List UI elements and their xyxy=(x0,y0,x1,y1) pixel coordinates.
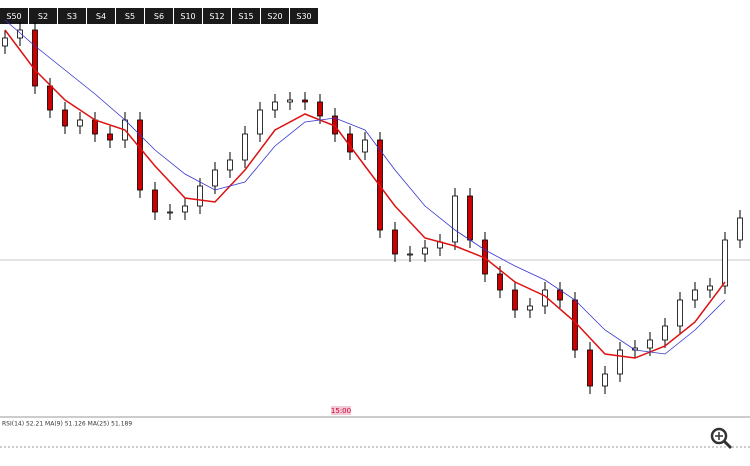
candle-body xyxy=(182,205,188,213)
candle-body xyxy=(32,29,38,87)
button-label: S5 xyxy=(125,12,135,21)
button-bg xyxy=(174,8,202,24)
candle-body xyxy=(452,195,458,243)
candle-body xyxy=(392,229,398,255)
button-label: S50 xyxy=(6,12,21,21)
button-label: S4 xyxy=(96,12,106,21)
candle-body xyxy=(107,133,113,141)
candle-body xyxy=(227,159,233,171)
button-bg xyxy=(87,8,115,24)
button-bg xyxy=(29,8,57,24)
candle-body xyxy=(137,119,143,191)
button-label: S15 xyxy=(238,12,253,21)
candle-body xyxy=(617,349,623,375)
button-label: S10 xyxy=(180,12,195,21)
toolbar-button[interactable]: S50 xyxy=(0,8,28,24)
button-bg xyxy=(290,8,318,24)
candle-body xyxy=(497,273,503,291)
candle-body xyxy=(602,373,608,387)
candle-body xyxy=(287,99,293,103)
candle-body xyxy=(572,299,578,351)
button-label: S2 xyxy=(38,12,48,21)
candle-body xyxy=(302,99,308,103)
candle-body xyxy=(272,101,278,111)
toolbar-button[interactable]: S15 xyxy=(232,8,260,24)
button-label: S3 xyxy=(67,12,77,21)
candle-body xyxy=(527,305,533,311)
button-label: S20 xyxy=(267,12,282,21)
moving-average xyxy=(4,19,726,355)
toolbar-button[interactable]: S20 xyxy=(261,8,289,24)
button-bg xyxy=(232,8,260,24)
candle-body xyxy=(512,289,518,311)
candle-body xyxy=(2,37,8,47)
candle-body xyxy=(737,217,743,241)
candle-body xyxy=(257,109,263,135)
candle-body xyxy=(692,289,698,301)
button-label: S30 xyxy=(296,12,311,21)
candle-body xyxy=(662,325,668,341)
candle-body xyxy=(167,211,173,214)
button-bg xyxy=(145,8,173,24)
button-bg xyxy=(116,8,144,24)
toolbar-button[interactable]: S2 xyxy=(29,8,57,24)
toolbar-button[interactable]: S12 xyxy=(203,8,231,24)
candle-body xyxy=(152,189,158,213)
candle-body xyxy=(677,299,683,327)
candle-body xyxy=(17,29,23,39)
candle-body xyxy=(707,285,713,291)
button-bg xyxy=(203,8,231,24)
toolbar-button[interactable]: S10 xyxy=(174,8,202,24)
button-bg xyxy=(58,8,86,24)
time-marker: 15:00 xyxy=(331,407,351,415)
candle-body xyxy=(92,119,98,135)
moving-average xyxy=(4,29,726,359)
candle-body xyxy=(467,195,473,241)
indicator-label: RSI(14) 52.21 MA(9) 51.126 MA(25) 51.189 xyxy=(2,421,132,428)
time-marker-bg xyxy=(331,406,351,415)
button-bg xyxy=(261,8,289,24)
toolbar-button[interactable]: S4 xyxy=(87,8,115,24)
candle-body xyxy=(317,101,323,117)
candle-body xyxy=(407,253,413,256)
candle-body xyxy=(422,247,428,255)
candle-body xyxy=(722,239,728,287)
candle-body xyxy=(62,109,68,127)
toolbar-button[interactable]: S30 xyxy=(290,8,318,24)
toolbar-button[interactable]: S5 xyxy=(116,8,144,24)
candle-body xyxy=(197,185,203,207)
toolbar-button[interactable]: S3 xyxy=(58,8,86,24)
candle-body xyxy=(647,339,653,349)
button-label: S6 xyxy=(154,12,164,21)
candle-body xyxy=(212,169,218,187)
button-label: S12 xyxy=(209,12,224,21)
zoom-icon[interactable] xyxy=(710,427,733,450)
candle-body xyxy=(242,133,248,161)
candle-body xyxy=(362,139,368,153)
candle-body xyxy=(47,85,53,111)
button-bg xyxy=(0,8,28,24)
candle-body xyxy=(77,119,83,127)
candle-body xyxy=(587,349,593,387)
toolbar-button[interactable]: S6 xyxy=(145,8,173,24)
